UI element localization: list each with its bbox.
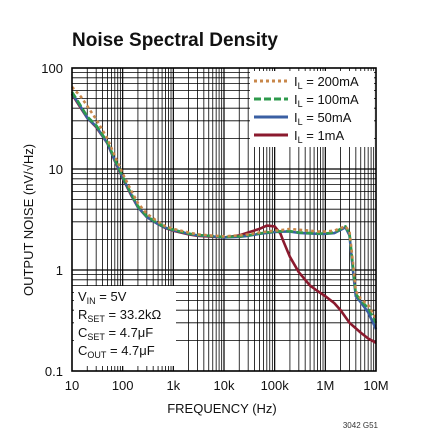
- plot-frame: [71, 67, 377, 372]
- conditions-box-background: [74, 286, 176, 366]
- series-line: [71, 86, 378, 320]
- legend-entry: IL = 1mA: [294, 128, 345, 145]
- figure-code: 3042 G51: [343, 421, 379, 430]
- x-tick-label: 100: [112, 378, 134, 393]
- legend-entry: IL = 200mA: [294, 74, 359, 91]
- condition-cout: COUT = 4.7μF: [78, 343, 155, 360]
- condition-rset: RSET = 33.2kΩ: [78, 307, 162, 324]
- chart-title: Noise Spectral Density: [72, 30, 278, 51]
- x-tick-label: 1k: [166, 378, 180, 393]
- y-tick-label: 1: [56, 263, 63, 278]
- y-tick-label: 100: [41, 61, 63, 76]
- y-tick-label: 10: [49, 162, 63, 177]
- x-tick-label: 10k: [214, 378, 235, 393]
- legend-entry: IL = 100mA: [294, 92, 359, 109]
- x-tick-label: 1M: [316, 378, 334, 393]
- condition-vin: VIN = 5V: [78, 289, 127, 306]
- y-tick-label: 0.1: [45, 364, 63, 379]
- x-tick-label: 10: [65, 378, 79, 393]
- data-lines: [70, 86, 378, 344]
- tick-labels: 10 100 1k 10k 100k 1M 10M 0.1 1 10 100: [41, 61, 388, 393]
- x-tick-label: 10M: [363, 378, 388, 393]
- x-axis-label: FREQUENCY (Hz): [167, 401, 277, 416]
- legend-entry: IL = 50mA: [294, 110, 352, 127]
- condition-cset: CSET = 4.7μF: [78, 325, 153, 342]
- y-axis-label: OUTPUT NOISE (nV/√Hz): [21, 144, 36, 296]
- x-tick-label: 100k: [261, 378, 290, 393]
